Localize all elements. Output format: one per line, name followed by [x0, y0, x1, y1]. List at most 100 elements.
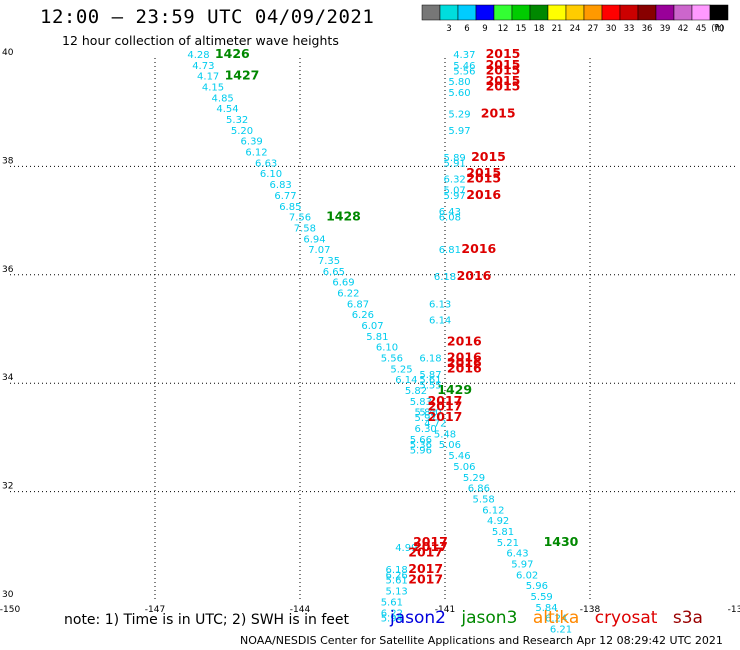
- swh-data-label: 6.18: [419, 354, 441, 365]
- colorbar-label: 42: [678, 24, 689, 34]
- time-label: 2017: [408, 572, 443, 587]
- swh-data-label: 7.56: [289, 213, 311, 224]
- swh-data-label: 5.91: [444, 158, 466, 169]
- colorbar-label: 21: [552, 24, 563, 34]
- colorbar-label: 36: [642, 24, 653, 34]
- colorbar-swatch: [583, 4, 603, 21]
- colorbar-label: 18: [534, 24, 545, 34]
- colorbar-swatch: [565, 4, 585, 21]
- time-label: 2015: [481, 106, 516, 121]
- swh-data-label: 5.61: [381, 597, 403, 608]
- swh-data-label: 4.17: [197, 72, 219, 83]
- colorbar-label: 33: [624, 24, 635, 34]
- swh-data-label: 5.55: [419, 381, 441, 392]
- swh-data-label: 6.26: [352, 310, 374, 321]
- swh-data-label: 5.20: [231, 126, 253, 137]
- swh-data-label: 5.48: [434, 429, 456, 440]
- time-label: 1427: [225, 68, 260, 83]
- swh-data-label: 5.87: [419, 370, 441, 381]
- swh-data-label: 5.58: [473, 494, 495, 505]
- swh-data-label: 5.81: [492, 527, 514, 538]
- swh-data-label: 6.63: [255, 158, 277, 169]
- colorbar-label: 30: [606, 24, 617, 34]
- legend-jason3: jason3: [461, 608, 518, 628]
- colorbar-swatch: [655, 4, 675, 21]
- swh-data-label: 6.10: [376, 343, 398, 354]
- swh-data-label: 5.97: [415, 413, 437, 424]
- colorbar-label: 9: [482, 24, 487, 34]
- colorbar-swatch: [421, 4, 441, 21]
- time-label: 2015: [486, 79, 521, 94]
- swh-data-label: 5.81: [366, 332, 388, 343]
- time-label: 2017: [408, 561, 443, 576]
- swh-data-label: 5.40: [419, 408, 441, 419]
- time-label: 2016: [447, 360, 482, 375]
- time-label: 2017: [413, 534, 448, 549]
- swh-data-label: 6.12: [245, 148, 267, 159]
- swh-data-label: 5.82: [415, 408, 437, 419]
- y-tick-label: 40: [2, 48, 14, 58]
- time-label: 2016: [447, 333, 482, 348]
- swh-data-label: 5.60: [448, 88, 470, 99]
- colorbar-swatch: [547, 4, 567, 21]
- swh-data-label: 5.83: [410, 397, 432, 408]
- time-label: 2017: [428, 409, 463, 424]
- legend-jason2: jason2: [390, 608, 446, 628]
- swh-data-label: 5.46: [453, 61, 475, 72]
- swh-data-label: 6.24: [545, 614, 567, 625]
- time-label: 2015: [486, 57, 521, 72]
- swh-data-label: 5.66: [410, 435, 432, 446]
- swh-data-label: 5.61: [386, 576, 408, 587]
- swh-data-label: 6.13: [429, 299, 451, 310]
- legend-cryosat: cryosat: [594, 608, 658, 628]
- colorbar-swatch: [637, 4, 657, 21]
- swh-data-label: 5.06: [453, 462, 475, 473]
- swh-data-label: 5.96: [526, 581, 548, 592]
- swh-data-label: 6.22: [337, 288, 359, 299]
- x-tick-label: -150: [0, 605, 20, 615]
- swh-data-label: 5.97: [448, 126, 470, 137]
- colorbar-swatch: [493, 4, 513, 21]
- colorbar-swatch: [673, 4, 693, 21]
- legend-altika: altika: [532, 608, 580, 628]
- x-tick-label: -144: [290, 605, 311, 615]
- swh-data-label: 6.83: [270, 180, 292, 191]
- swh-data-label: 6.43: [506, 549, 528, 560]
- swh-data-label: 6.77: [274, 191, 296, 202]
- time-label: 2015: [486, 73, 521, 88]
- colorbar-swatch: [619, 4, 639, 21]
- colorbar-unit: (ft): [711, 24, 724, 34]
- colorbar-label: 27: [588, 24, 599, 34]
- swh-data-label: 6.10: [260, 169, 282, 180]
- swh-data-label: 6.08: [439, 213, 461, 224]
- swh-data-label: 5.13: [386, 587, 408, 598]
- swh-data-label: 5.21: [497, 538, 519, 549]
- swh-data-label: 6.30: [415, 424, 437, 435]
- swh-data-label: 5.94: [381, 614, 403, 625]
- satellite-legend: jason2 jason3 altika cryosat s3a: [390, 608, 713, 628]
- swh-data-label: 7.35: [318, 256, 340, 267]
- swh-data-label: 4.99: [395, 543, 417, 554]
- swh-data-label: 5.36: [410, 440, 432, 451]
- time-label: 1430: [544, 534, 579, 549]
- colorbar-label: 15: [516, 24, 527, 34]
- colorbar-swatch: [601, 4, 621, 21]
- swh-data-label: 5.84: [535, 603, 557, 614]
- y-tick-label: 38: [2, 156, 14, 166]
- legend-s3a: s3a: [672, 608, 703, 628]
- swh-data-label: 6.14: [429, 316, 451, 327]
- swh-data-label: 5.97: [444, 191, 466, 202]
- x-tick-label: -141: [435, 605, 455, 615]
- swh-data-label: 6.87: [347, 299, 369, 310]
- time-label: 2016: [447, 355, 482, 370]
- colorbar-swatch: [475, 4, 495, 21]
- swh-data-label: 5.06: [439, 440, 461, 451]
- swh-data-label: 6.32: [444, 175, 466, 186]
- time-label: 1428: [326, 209, 361, 224]
- colorbar-label: 3: [446, 24, 451, 34]
- swh-data-label: 4.37: [453, 50, 475, 61]
- colorbar-swatch: [439, 4, 459, 21]
- time-label: 2017: [428, 393, 463, 408]
